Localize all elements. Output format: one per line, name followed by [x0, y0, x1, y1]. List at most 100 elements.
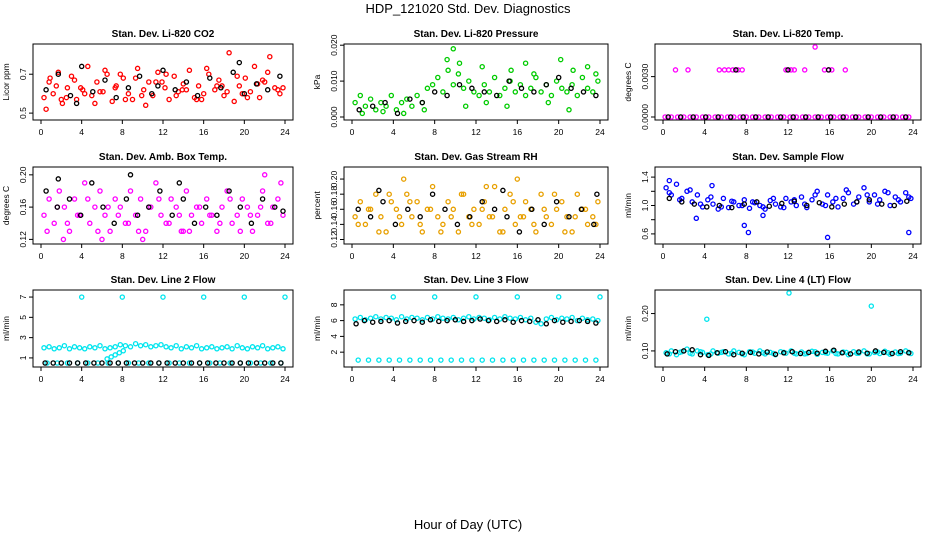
y-tick-label: 0.000 [329, 106, 339, 128]
data-point [429, 81, 436, 88]
data-point [129, 96, 136, 103]
x-tick-label: 12 [158, 251, 168, 261]
y-tick-label: 5 [18, 315, 28, 320]
x-tick-label: 20 [240, 251, 250, 261]
data-point [843, 187, 850, 193]
data-point [672, 348, 679, 355]
data-point [663, 185, 669, 191]
data-point [173, 204, 179, 210]
data-point [207, 75, 213, 81]
data-point [843, 114, 850, 120]
data-point [253, 81, 260, 87]
data-point [854, 199, 860, 205]
data-point [407, 357, 413, 363]
data-point [824, 234, 831, 241]
y-tick-label: 0.14 [329, 216, 339, 233]
data-point [362, 103, 369, 109]
data-point [725, 204, 732, 211]
data-point [359, 110, 366, 117]
data-point [186, 228, 193, 235]
data-point [112, 344, 118, 350]
y-tick-label: 0.010 [329, 70, 339, 92]
data-point [729, 198, 735, 204]
data-point [162, 85, 168, 91]
data-point [112, 85, 118, 91]
data-point [369, 103, 376, 109]
data-point [740, 114, 746, 120]
data-point [87, 220, 93, 227]
data-point [148, 204, 154, 210]
data-point [440, 221, 446, 228]
data-point [450, 81, 457, 88]
data-point [891, 202, 898, 209]
data-point [662, 114, 668, 120]
data-point [672, 67, 679, 73]
data-point [559, 85, 565, 92]
data-point [722, 348, 729, 355]
y-axis-label: kPa [312, 74, 322, 89]
data-point [253, 360, 260, 366]
data-point [538, 89, 544, 95]
data-point [804, 202, 810, 209]
x-tick-label: 12 [471, 374, 481, 384]
data-point [414, 92, 420, 99]
data-point [71, 344, 78, 350]
data-point [568, 318, 574, 325]
data-point [44, 360, 50, 366]
data-point [97, 88, 103, 95]
data-point [831, 347, 837, 353]
data-point [398, 221, 405, 228]
data-point [156, 360, 162, 366]
data-point [716, 202, 723, 209]
data-point [396, 214, 403, 220]
data-point [113, 94, 119, 101]
data-point [541, 357, 547, 363]
data-point [357, 198, 364, 205]
data-point [593, 320, 599, 326]
y-axis-label: percent [312, 191, 322, 220]
data-point [125, 360, 132, 366]
data-point [188, 360, 195, 366]
data-point [244, 346, 251, 352]
data-point [868, 303, 875, 309]
data-point [582, 357, 589, 363]
y-axis-label: degrees C [1, 186, 11, 225]
data-point [64, 360, 71, 366]
data-point [531, 357, 537, 363]
data-point [720, 195, 727, 202]
data-point [476, 221, 482, 228]
data-point [264, 346, 271, 352]
data-point [122, 342, 129, 349]
data-point [570, 67, 576, 74]
data-point [200, 90, 207, 97]
data-point [180, 360, 187, 366]
series-points [665, 67, 909, 120]
chart-title: Stan. Dev. Li-820 CO2 [112, 29, 215, 40]
data-point [204, 360, 211, 366]
data-point [216, 77, 222, 83]
data-point [97, 342, 103, 349]
data-point [483, 99, 490, 106]
data-point [156, 196, 162, 202]
series-points [663, 290, 914, 358]
data-point [500, 357, 506, 363]
x-tick-label: 12 [158, 374, 168, 384]
data-point [756, 114, 762, 120]
y-tick-label: 0.20 [18, 166, 28, 183]
data-point [729, 204, 735, 211]
data-point [55, 69, 62, 76]
data-point [529, 206, 535, 213]
data-point [203, 65, 210, 72]
data-point [137, 342, 144, 349]
data-point [541, 206, 547, 213]
data-point [239, 345, 246, 351]
data-point [424, 85, 431, 92]
data-point [714, 350, 720, 356]
data-point [788, 67, 794, 73]
data-point [221, 92, 227, 99]
data-point [444, 92, 450, 99]
x-tick-label: 16 [199, 127, 209, 137]
y-tick-label: 0.16 [329, 201, 339, 218]
data-point [407, 198, 413, 205]
data-point [564, 89, 570, 95]
